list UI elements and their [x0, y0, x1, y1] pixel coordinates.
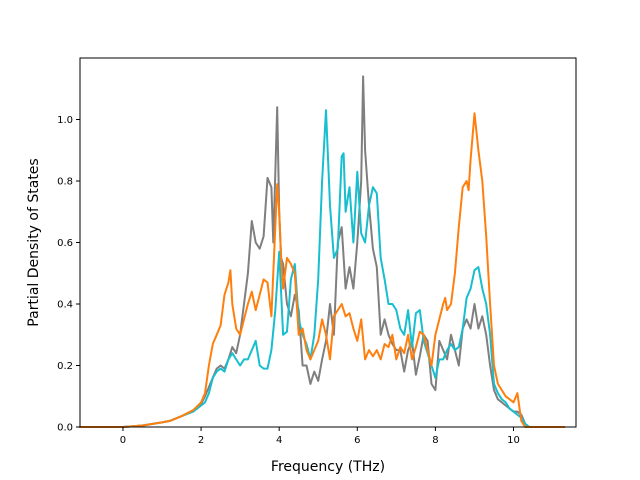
- x-tick-label: 4: [276, 435, 282, 446]
- y-tick-label: 0.0: [57, 423, 73, 434]
- y-tick-label: 0.2: [57, 361, 73, 372]
- x-tick-label: 8: [432, 435, 438, 446]
- series-layer: [79, 75, 566, 428]
- y-tick-label: 1.0: [57, 115, 73, 126]
- x-tick-label: 6: [354, 435, 360, 446]
- plot-frame: [79, 57, 577, 428]
- y-tick-label: 0.4: [57, 300, 73, 311]
- series-line-1: [79, 75, 566, 428]
- x-tick-label: 2: [198, 435, 204, 446]
- ticks-layer: 0 2 4 6 8 10 0.0 0.2 0.4 0.6 0.8 1.0: [57, 115, 520, 446]
- x-axis-label: Frequency (THz): [271, 459, 385, 475]
- series-line-3: [79, 112, 566, 428]
- y-tick-label: 0.8: [57, 177, 73, 188]
- series-line-2: [79, 109, 566, 428]
- x-tick-label: 10: [507, 435, 520, 446]
- y-axis-label: Partial Density of States: [26, 158, 42, 326]
- x-tick-label: 0: [120, 435, 126, 446]
- y-tick-label: 0.6: [57, 238, 73, 249]
